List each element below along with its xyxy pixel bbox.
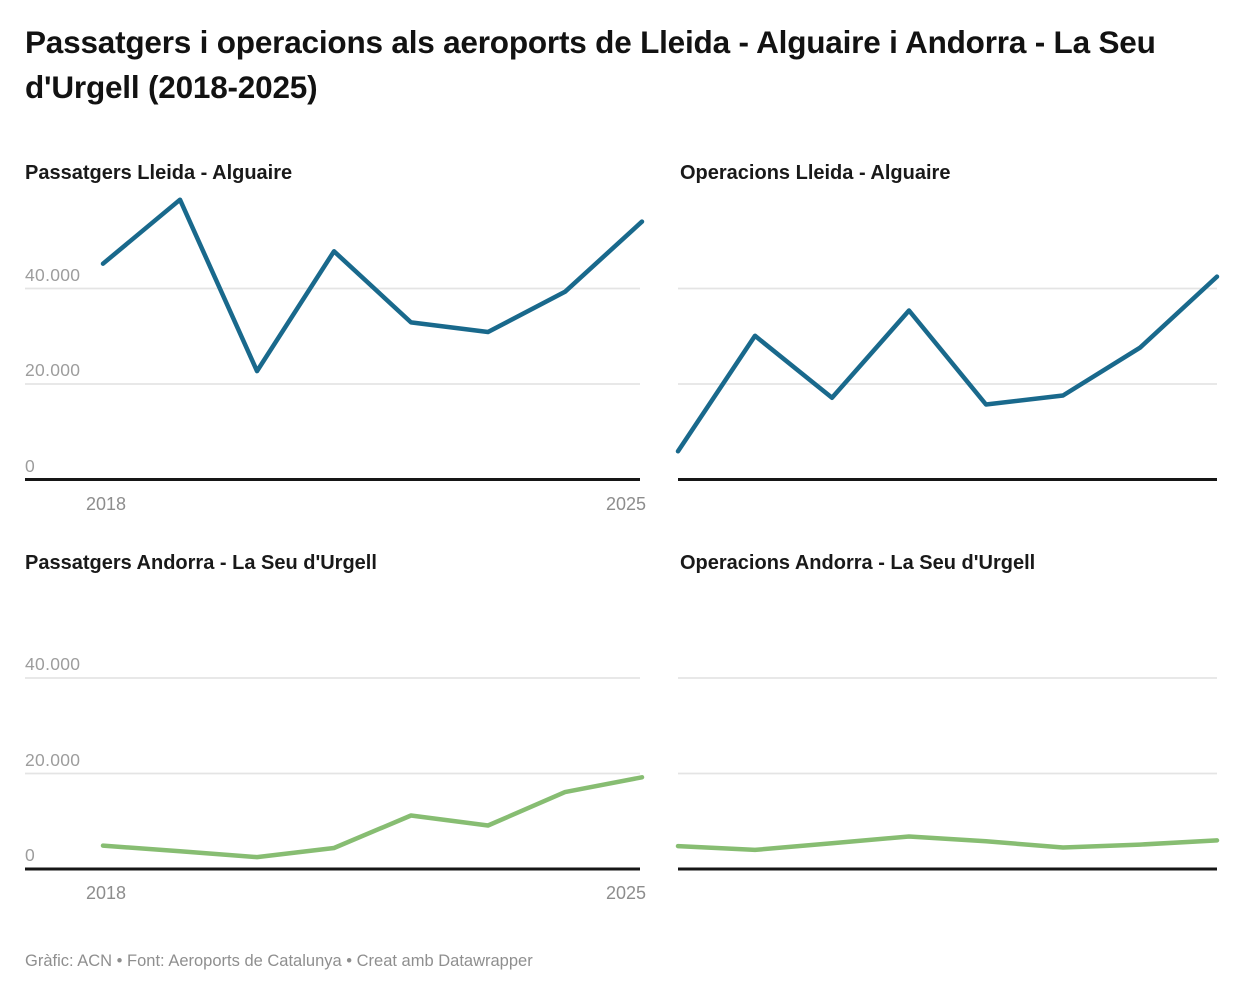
x-tick-2025-top: 2025	[605, 494, 646, 514]
panel-passatgers-lleida-alguaire	[25, 197, 645, 481]
panel-title-passatgers-lleida: Passatgers Lleida - Alguaire	[25, 162, 293, 184]
page-title: Passatgers i operacions als aeroports de…	[25, 24, 1156, 105]
y-tick-40000-bottom: 40.000	[25, 654, 81, 674]
panel-operacions-lleida-alguaire	[675, 274, 1220, 481]
y-tick-20000-bottom: 20.000	[25, 750, 81, 770]
x-tick-2018-bottom: 2018	[85, 883, 127, 903]
y-tick-40000-top: 40.000	[25, 265, 81, 285]
panel-operacions-andorra-la-seu-d-urgell	[675, 677, 1220, 871]
y-tick-0-top: 0	[25, 456, 36, 476]
line-operacions-andorra-la-seu-d-urgell	[675, 834, 1220, 853]
panel-title-passatgers-andorra: Passatgers Andorra - La Seu d'Urgell	[25, 552, 377, 574]
panel-title-operacions-andorra: Operacions Andorra - La Seu d'Urgell	[680, 552, 1036, 574]
y-tick-0-bottom: 0	[25, 845, 36, 865]
line-passatgers-andorra-la-seu-d-urgell	[100, 775, 645, 860]
panel-title-operacions-lleida: Operacions Lleida - Alguaire	[680, 162, 951, 184]
panel-passatgers-andorra-la-seu-d-urgell	[25, 677, 645, 871]
x-tick-2018-top: 2018	[85, 494, 127, 514]
attribution-footer: Gràfic: ACN • Font: Aeroports de Catalun…	[25, 952, 533, 970]
line-passatgers-lleida-alguaire	[100, 197, 645, 374]
x-tick-2025-bottom: 2025	[605, 883, 646, 903]
line-operacions-lleida-alguaire	[675, 274, 1220, 454]
y-tick-20000-top: 20.000	[25, 360, 81, 380]
